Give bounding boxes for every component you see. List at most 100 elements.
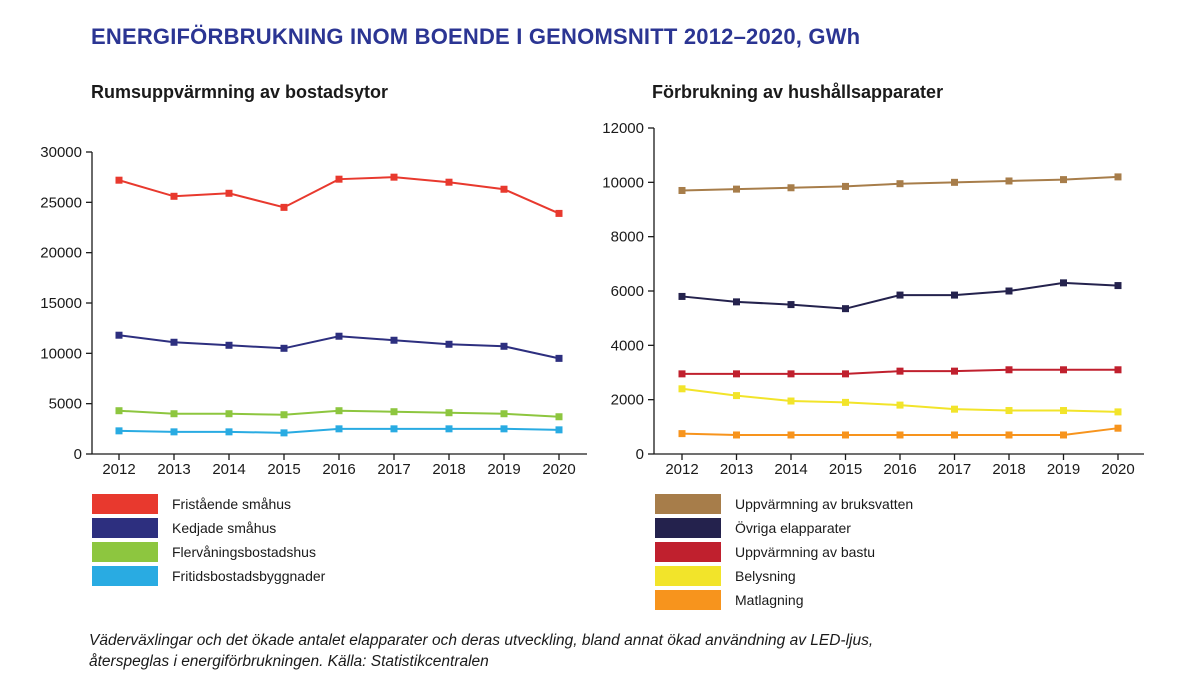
space-heating-legend-label: Fritidsbostadsbyggnader [172, 568, 326, 584]
appliances-series-2-point [787, 301, 795, 309]
appliances-series-5-point [787, 431, 795, 439]
space-heating-legend-item: Fristående småhus [92, 493, 291, 515]
appliances-y-tick-label: 2000 [611, 392, 644, 409]
footnote-line-2: återspeglas i energiförbrukningen. Källa… [89, 653, 489, 670]
space-heating-series-2-point [115, 331, 123, 339]
space-heating-series-1-point [390, 173, 398, 181]
chart-space-heating: 0 5000 10000 15000 20000 25000 30000 2012 2013 20… [40, 144, 587, 478]
space-heating-x-tick-label: 2016 [322, 461, 355, 478]
space-heating-legend-swatch [92, 542, 158, 562]
space-heating-legend-item: Kedjade småhus [92, 517, 276, 539]
appliances-legend-swatch [655, 566, 721, 586]
appliances-x-tick-label: 2020 [1101, 461, 1134, 478]
chart-title-appliances: Förbrukning av hushållsapparater [652, 82, 944, 102]
space-heating-y-tick-label: 0 [74, 446, 82, 463]
appliances-series-4-point [842, 398, 849, 406]
appliances-series-1-point [1005, 177, 1013, 185]
appliances-legend-label: Uppvärmning av bruksvatten [735, 496, 914, 512]
footnote: Väderväxlingar och det ökade antalet ela… [89, 630, 1109, 672]
space-heating-y-tick-label: 5000 [49, 396, 82, 413]
appliances-series-4-point [1005, 407, 1013, 415]
appliances-y-tick-label: 10000 [602, 174, 644, 191]
appliances-legend-item: Uppvärmning av bastu [655, 541, 875, 563]
appliances-legend-label: Matlagning [735, 592, 804, 608]
space-heating-legend-swatch [92, 518, 158, 538]
space-heating-legend-label: Kedjade småhus [172, 520, 277, 536]
space-heating-series-1-point [280, 203, 288, 211]
main-title: ENERGIFÖRBRUKNING INOM BOENDE I GENOMSNI… [91, 24, 861, 49]
appliances-series-5-point [1114, 424, 1122, 432]
appliances-series-4-point [787, 397, 795, 405]
appliances-series-2-point [1005, 287, 1013, 295]
appliances-legend-item: Belysning [655, 565, 796, 587]
footnote-line-1: Väderväxlingar och det ökade antalet ela… [89, 632, 874, 649]
chart-title-space-heating: Rumsuppvärmning av bostadsytor [91, 82, 389, 102]
space-heating-series-2-point [555, 354, 563, 362]
space-heating-series-3-point [500, 410, 508, 418]
space-heating-y-tick-label: 25000 [40, 194, 82, 211]
space-heating-series-1-point [115, 176, 123, 184]
space-heating-x-tick-label: 2013 [157, 461, 190, 478]
appliances-series-4-point [951, 405, 958, 413]
appliances-series-1-point [787, 184, 795, 192]
space-heating-x-tick-label: 2018 [432, 461, 465, 478]
appliances-legend-item: Matlagning [655, 589, 804, 611]
chart-appliances: 0 2000 4000 6000 8000 10000 12000 2012 2013 2014 2… [602, 120, 1144, 478]
space-heating-x-tick-label: 2017 [377, 461, 410, 478]
space-heating-series-1-point [555, 209, 563, 217]
appliances-series-5-point [1060, 431, 1067, 439]
appliances-series-5-point [951, 431, 958, 439]
space-heating-series-4-point [500, 425, 508, 433]
space-heating-series-3-point [170, 410, 178, 418]
appliances-series-4-point [1114, 408, 1122, 416]
appliances-series-1-point [1114, 173, 1122, 181]
appliances-series-5-point [1005, 431, 1013, 439]
appliances-legend-label: Uppvärmning av bastu [735, 544, 876, 560]
appliances-series-1-point [733, 185, 740, 193]
space-heating-x-tick-label: 2014 [212, 461, 245, 478]
appliances-x-tick-label: 2014 [774, 461, 807, 478]
appliances-legend-swatch [655, 590, 721, 610]
appliances-x-tick-label: 2013 [720, 461, 753, 478]
appliances-x-tick-label: 2017 [938, 461, 971, 478]
space-heating-series-4-point [445, 425, 453, 433]
appliances-series-5-point [678, 430, 686, 438]
appliances-series-3-point [896, 367, 904, 375]
appliances-x-tick-label: 2018 [992, 461, 1025, 478]
appliances-x-tick-label: 2016 [883, 461, 916, 478]
space-heating-series-3-point [335, 407, 343, 415]
space-heating-x-tick-label: 2020 [542, 461, 575, 478]
space-heating-series-4-point [225, 428, 233, 436]
appliances-x-tick-label: 2012 [665, 461, 698, 478]
space-heating-y-tick-label: 15000 [40, 295, 82, 312]
space-heating-series-3-point [225, 410, 233, 418]
appliances-series-1-point [842, 182, 849, 190]
space-heating-series-3-point [445, 409, 453, 417]
space-heating-legend-swatch [92, 494, 158, 514]
space-heating-series-2-point [280, 344, 288, 352]
space-heating-legend-label: Fristående småhus [172, 496, 292, 512]
appliances-y-tick-label: 4000 [611, 337, 644, 354]
appliances-series-3-point [951, 367, 958, 375]
appliances-series-5-point [896, 431, 904, 439]
space-heating-series-4-point [390, 425, 398, 433]
space-heating-series-1-point [170, 192, 178, 200]
appliances-series-2-point [896, 291, 904, 299]
appliances-series-3-point [842, 370, 849, 378]
space-heating-series-3-point [390, 408, 398, 416]
space-heating-legend-item: Flervåningsbostadshus [92, 541, 316, 563]
appliances-series-1-point [1060, 176, 1067, 184]
appliances-series-4-point [678, 385, 686, 393]
appliances-series-4-point [733, 392, 740, 400]
space-heating-series-2-point [225, 341, 233, 349]
appliances-series-3-point [787, 370, 795, 378]
space-heating-series-1-point [445, 178, 453, 186]
appliances-series-1-point [951, 178, 958, 186]
appliances-series-2-point [1114, 282, 1122, 290]
space-heating-series-4-point [280, 429, 288, 437]
appliances-series-3-point [1005, 366, 1013, 374]
appliances-series-2-point [678, 292, 686, 300]
space-heating-series-3-point [115, 407, 123, 415]
appliances-x-tick-label: 2015 [829, 461, 862, 478]
appliances-x-tick-label: 2019 [1047, 461, 1080, 478]
